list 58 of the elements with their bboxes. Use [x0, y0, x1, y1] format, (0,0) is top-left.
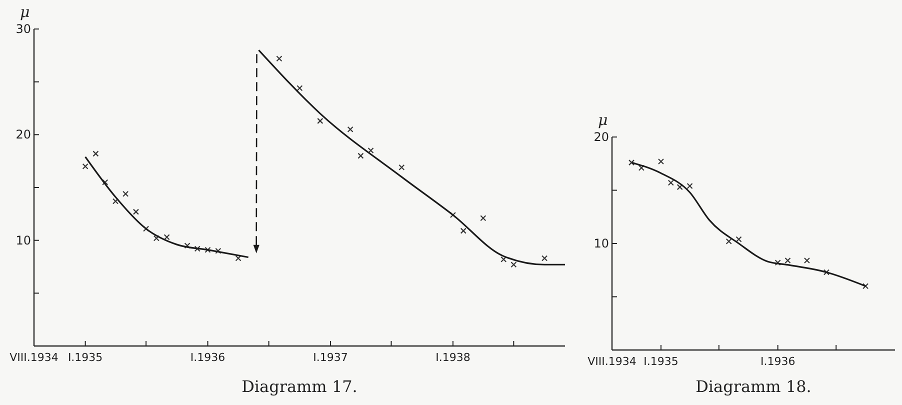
x-tick-label: I.1935: [68, 351, 103, 364]
point: [736, 236, 742, 242]
point: [122, 190, 129, 197]
point: [804, 257, 810, 264]
x-tick-label: VIII.1934: [10, 351, 58, 364]
point: [784, 257, 791, 264]
point: [204, 246, 211, 253]
point: [347, 126, 354, 132]
point: [460, 228, 466, 234]
point: [628, 160, 635, 166]
point: [398, 164, 405, 170]
point: [862, 283, 869, 290]
point: [82, 163, 88, 170]
text: Diagramm 18.: [696, 377, 812, 396]
x-tick-label: I.1936: [760, 355, 796, 368]
point: [686, 182, 693, 190]
point: [676, 184, 683, 190]
point: [92, 150, 99, 157]
point: [112, 198, 119, 204]
point: [500, 256, 507, 262]
point: [132, 208, 140, 215]
point: [541, 255, 548, 262]
y-axis-title: μ: [20, 3, 30, 21]
point: [638, 164, 645, 171]
point: [194, 246, 200, 252]
x-tick-label: I.1935: [644, 355, 678, 368]
point: [726, 238, 732, 244]
line-series: [84, 156, 250, 258]
x-tick-label: VIII.1934: [588, 355, 636, 368]
y-tick-label: 20: [16, 128, 31, 142]
point: [358, 152, 364, 159]
point: [235, 255, 242, 262]
x-tick-label: I.1936: [190, 351, 226, 364]
line-series: [258, 49, 566, 266]
line-series: [630, 162, 866, 287]
y-tick-label: 10: [16, 233, 31, 248]
point: [296, 85, 303, 92]
y-tick-label: 20: [594, 130, 609, 144]
y-tick-label: 10: [594, 236, 609, 250]
point: [480, 215, 486, 222]
point: [774, 260, 781, 266]
point: [184, 242, 190, 249]
y-tick-label: 30: [16, 22, 31, 36]
point: [153, 235, 160, 242]
point: [102, 179, 108, 186]
point: [823, 269, 830, 276]
point: [215, 248, 222, 254]
x-tick-label: I.1937: [313, 351, 348, 364]
point: [317, 118, 324, 124]
text: Diagramm 17.: [242, 377, 358, 396]
point: [276, 56, 282, 62]
point: [668, 180, 674, 186]
y-axis-title: μ: [598, 111, 608, 129]
point: [510, 262, 517, 268]
point: [164, 234, 170, 240]
point: [368, 147, 374, 154]
point: [658, 158, 664, 165]
x-tick-label: I.1938: [436, 351, 470, 364]
